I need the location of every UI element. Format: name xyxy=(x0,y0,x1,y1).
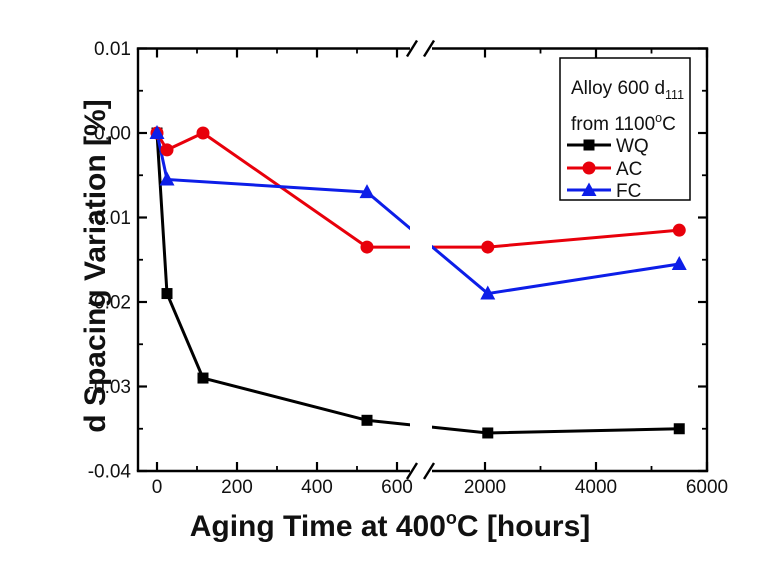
legend-title-line1: Alloy 600 d111 xyxy=(571,78,684,102)
x-tick-label: 4000 xyxy=(575,477,617,498)
marker-triangle xyxy=(159,171,175,186)
marker-triangle xyxy=(149,125,165,139)
marker-circle xyxy=(160,143,174,157)
y-axis-title: d Spacing Variation [%] xyxy=(79,99,112,432)
legend-marker-triangle xyxy=(581,182,597,196)
legend-marker-circle xyxy=(582,161,596,175)
x-tick-label: 0 xyxy=(152,477,163,498)
x-tick-label: 600 xyxy=(381,477,413,498)
marker-square xyxy=(197,372,209,384)
y-tick-label: -0.03 xyxy=(88,377,131,398)
y-tick-label: -0.01 xyxy=(88,208,131,229)
y-tick-label: 0.00 xyxy=(94,124,131,145)
marker-square xyxy=(361,414,373,426)
marker-triangle xyxy=(671,255,687,270)
y-tick-label: 0.01 xyxy=(94,39,131,60)
marker-circle xyxy=(672,223,686,237)
marker-square xyxy=(673,423,685,435)
marker-square xyxy=(161,288,173,300)
marker-square xyxy=(482,427,494,439)
x-axis-title: Aging Time at 400oC [hours] xyxy=(190,508,591,543)
axis-break-mark xyxy=(422,462,436,480)
axis-break-mark xyxy=(422,39,436,58)
legend-title-line2: from 1100oC xyxy=(571,111,676,135)
x-tick-label: 2000 xyxy=(464,477,506,498)
axis-break-mark xyxy=(405,462,419,480)
x-tick-label: 6000 xyxy=(686,477,728,498)
marker-circle xyxy=(481,240,495,254)
y-tick-label: -0.04 xyxy=(88,462,132,483)
axis-break-mark xyxy=(405,39,419,58)
x-tick-label: 400 xyxy=(301,477,333,498)
legend-box xyxy=(559,57,691,201)
marker-triangle xyxy=(359,184,375,199)
legend-label-wq: WQ xyxy=(616,136,649,157)
legend-entry-fc: FC xyxy=(567,181,641,202)
legend-entry-wq: WQ xyxy=(567,136,649,157)
marker-circle xyxy=(196,126,210,140)
plot-area: 0.01 0.00 -0.01 -0.02 -0.03 -0.04 0 200 400 600 20… xyxy=(88,39,728,498)
x-tick-label: 200 xyxy=(221,477,253,498)
marker-circle xyxy=(360,240,374,254)
y-tick-label: -0.02 xyxy=(88,293,131,314)
legend-entry-ac: AC xyxy=(567,159,642,180)
legend-marker-square xyxy=(583,139,595,151)
legend-label-ac: AC xyxy=(616,159,642,180)
series-line-wq xyxy=(155,132,680,435)
legend: Alloy 600 d111 from 1100oC WQ AC FC xyxy=(559,57,691,202)
legend-label-fc: FC xyxy=(616,181,641,202)
marker-triangle xyxy=(480,285,496,300)
axis-break-band xyxy=(410,42,432,477)
